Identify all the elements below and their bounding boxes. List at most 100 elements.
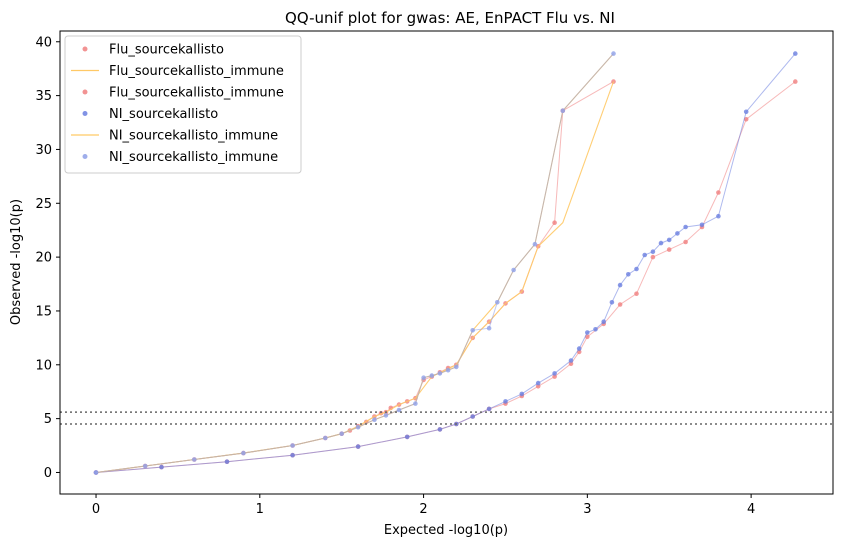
legend-label: NI_sourcekallisto xyxy=(109,107,218,122)
data-point xyxy=(93,470,99,475)
y-tick-label: 40 xyxy=(35,35,52,50)
data-point xyxy=(404,434,410,440)
data-point xyxy=(552,220,557,225)
data-point xyxy=(241,450,246,456)
y-tick-label: 25 xyxy=(35,197,52,212)
data-point xyxy=(699,222,705,228)
y-tick-label: 35 xyxy=(35,89,52,104)
data-point xyxy=(486,406,492,412)
data-point xyxy=(383,413,389,418)
data-point xyxy=(142,463,148,469)
data-point xyxy=(470,414,476,419)
legend-marker-swatch xyxy=(82,89,88,95)
data-point xyxy=(437,427,443,432)
data-point xyxy=(568,361,574,367)
legend-label: NI_sourcekallisto_immune xyxy=(109,150,278,165)
threshold-lines xyxy=(60,411,833,425)
legend-item: NI_sourcekallisto xyxy=(82,107,218,122)
data-point xyxy=(576,346,582,351)
data-point xyxy=(511,267,516,273)
series-connector xyxy=(95,53,614,473)
data-point xyxy=(445,367,451,373)
legend-item: NI_sourcekallisto_immune xyxy=(82,150,278,165)
data-point xyxy=(716,213,721,219)
data-point xyxy=(609,300,615,305)
data-point xyxy=(743,109,749,115)
legend-item: Flu_sourcekallisto_immune xyxy=(71,64,284,79)
data-point xyxy=(355,444,361,449)
legend-item: NI_sourcekallisto_immune xyxy=(71,129,278,144)
legend-label: Flu_sourcekallisto xyxy=(109,43,224,58)
x-tick-label: 3 xyxy=(583,502,591,517)
y-tick-label: 15 xyxy=(35,304,52,319)
data-point xyxy=(585,330,590,335)
data-point xyxy=(290,452,295,458)
data-point xyxy=(683,239,688,245)
y-tick-label: 30 xyxy=(35,143,52,158)
data-point xyxy=(535,380,541,386)
data-point xyxy=(568,358,574,363)
data-point xyxy=(642,252,647,258)
data-point xyxy=(634,266,639,272)
data-point xyxy=(617,302,623,307)
chart-title: QQ-unif plot for gwas: AE, EnPACT Flu vs… xyxy=(285,9,615,27)
plot-frame xyxy=(59,30,834,495)
data-point xyxy=(470,328,476,333)
data-layer xyxy=(93,51,798,475)
data-point xyxy=(454,364,459,370)
data-point xyxy=(617,282,623,288)
legend-box xyxy=(64,35,302,174)
data-point xyxy=(793,79,798,84)
data-point xyxy=(372,417,377,423)
data-point xyxy=(650,254,656,260)
data-point xyxy=(323,435,328,441)
data-point xyxy=(650,249,656,254)
x-axis-ticks: 0 1 2 3 4 xyxy=(92,494,755,517)
data-point xyxy=(675,231,680,236)
data-point xyxy=(224,459,230,465)
legend-label: NI_sourcekallisto_immune xyxy=(109,129,278,144)
data-point xyxy=(683,224,688,230)
data-point xyxy=(743,117,749,122)
legend-label: Flu_sourcekallisto_immune xyxy=(109,86,284,101)
y-tick-label: 0 xyxy=(44,466,52,481)
data-point xyxy=(421,375,426,381)
data-point xyxy=(355,424,361,430)
y-tick-label: 10 xyxy=(35,358,52,373)
x-tick-label: 4 xyxy=(747,502,755,517)
data-point xyxy=(552,374,557,379)
series-5 xyxy=(93,51,616,475)
legend-marker-swatch xyxy=(82,154,88,159)
data-point xyxy=(437,371,443,376)
data-point xyxy=(626,272,631,277)
y-axis-label: Observed -log10(p) xyxy=(9,199,24,325)
x-axis-label: Expected -log10(p) xyxy=(384,523,508,538)
data-point xyxy=(658,240,664,246)
data-point xyxy=(560,108,566,113)
data-point xyxy=(601,319,606,325)
data-point xyxy=(486,325,492,331)
data-point xyxy=(495,300,500,305)
data-point xyxy=(339,431,345,437)
data-point xyxy=(535,384,541,389)
legend-marker-swatch xyxy=(82,111,88,116)
legend: Flu_sourcekallisto Flu_sourcekallisto_imm… xyxy=(64,35,302,174)
data-point xyxy=(793,51,798,56)
data-point xyxy=(611,79,616,84)
data-point xyxy=(611,51,616,56)
data-point xyxy=(503,399,508,404)
x-tick-label: 1 xyxy=(256,502,264,517)
data-point xyxy=(519,391,525,397)
y-axis-ticks: 0 5 10 15 20 25 30 35 40 xyxy=(35,35,60,481)
data-point xyxy=(666,247,672,252)
data-point xyxy=(413,401,418,406)
data-point xyxy=(532,241,538,247)
data-point xyxy=(593,327,598,332)
legend-item: Flu_sourcekallisto_immune xyxy=(82,86,284,101)
data-point xyxy=(192,457,197,462)
data-point xyxy=(396,407,402,413)
data-point xyxy=(159,464,164,470)
data-point xyxy=(666,237,672,243)
y-tick-label: 20 xyxy=(35,251,52,266)
